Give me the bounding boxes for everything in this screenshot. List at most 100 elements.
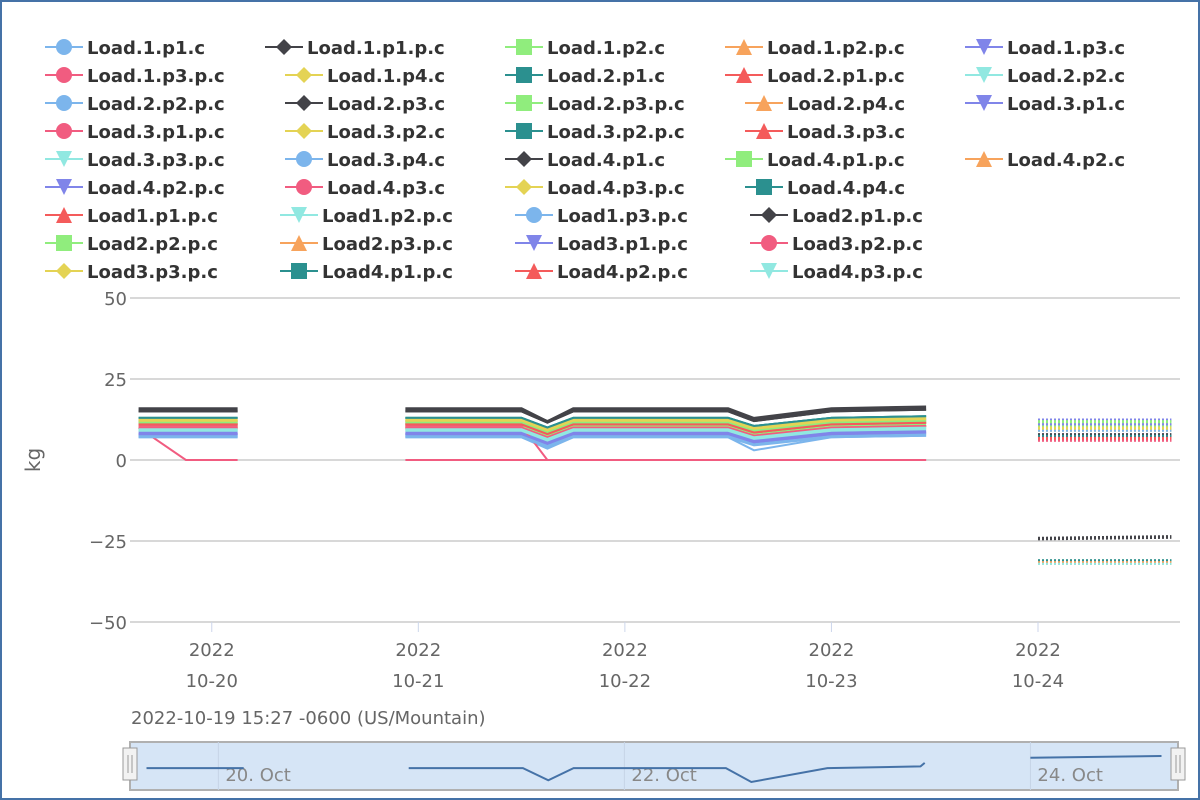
series-line	[138, 425, 927, 461]
legend-square-marker-icon	[56, 235, 72, 251]
legend-label: Load.4.p1.c	[547, 150, 665, 171]
series-Load3.p3.p.c	[138, 416, 1172, 431]
legend-item[interactable]: Load.4.p3.p.c	[505, 178, 685, 199]
legend-triangle-marker-icon	[736, 67, 752, 83]
legend-item[interactable]: Load1.p2.p.c	[280, 206, 453, 227]
legend-item[interactable]: Load.2.p3.c	[285, 94, 445, 115]
legend-diamond-marker-icon	[516, 151, 532, 167]
legend-item[interactable]: Load.2.p4.c	[745, 94, 905, 115]
legend-label: Load.4.p1.p.c	[767, 150, 905, 171]
x-axis: 2022 10-20 2022 10-21 2022 10-22 2022 10-23 2022…	[186, 622, 1064, 692]
x-tick-label-date: 10-23	[805, 671, 857, 692]
legend-label: Load.3.p4.c	[327, 150, 445, 171]
legend-item[interactable]: Load2.p1.p.c	[750, 206, 923, 227]
legend-square-marker-icon	[516, 95, 532, 111]
navigator-label: 24. Oct	[1037, 765, 1102, 786]
legend-item[interactable]: Load.4.p1.c	[505, 150, 665, 171]
legend-item[interactable]: Load.3.p3.c	[745, 122, 905, 143]
legend-item[interactable]: Load3.p3.p.c	[45, 262, 218, 283]
legend-item[interactable]: Load.3.p2.c	[285, 122, 445, 143]
legend-item[interactable]: Load.4.p2.c	[965, 150, 1125, 171]
x-tick-label-year: 2022	[395, 640, 441, 661]
legend-item[interactable]: Load4.p2.p.c	[515, 262, 688, 283]
legend-item[interactable]: Load.4.p2.p.c	[45, 178, 225, 199]
legend-label: Load.4.p2.c	[1007, 150, 1125, 171]
legend-item[interactable]: Load4.p3.p.c	[750, 262, 923, 283]
legend-item[interactable]: Load2.p3.p.c	[280, 234, 453, 255]
legend-item[interactable]: Load.1.p1.c	[45, 38, 205, 59]
legend-label: Load.4.p3.c	[327, 178, 445, 199]
legend-item[interactable]: Load.1.p3.p.c	[45, 66, 225, 87]
legend-label: Load.4.p4.c	[787, 178, 905, 199]
series-Load.3.p1.p.c	[138, 425, 1172, 461]
legend-circle-marker-icon	[296, 179, 312, 195]
series-line	[138, 428, 927, 442]
series-Load.1.p1.p.c	[138, 405, 1172, 539]
series-Load.4.p2.c	[138, 425, 1172, 565]
legend-triangle-down-marker-icon	[761, 263, 777, 279]
legend-item[interactable]: Load.3.p2.p.c	[505, 122, 685, 143]
legend-diamond-marker-icon	[761, 207, 777, 223]
series-Load2.p1.p.c	[138, 408, 1172, 437]
legend-label: Load.3.p2.p.c	[547, 122, 685, 143]
legend-item[interactable]: Load.1.p1.p.c	[265, 38, 445, 59]
navigator[interactable]: 20. Oct 22. Oct 24. Oct	[122, 741, 1186, 791]
legend-item[interactable]: Load.3.p3.p.c	[45, 150, 225, 171]
series-line	[138, 415, 927, 429]
legend-item[interactable]: Load.2.p1.p.c	[725, 66, 905, 87]
legend-item[interactable]: Load.1.p3.c	[965, 38, 1125, 59]
legend-item[interactable]: Load.4.p4.c	[745, 178, 905, 199]
legend-item[interactable]: Load.2.p1.c	[505, 66, 665, 87]
legend-triangle-marker-icon	[736, 39, 752, 55]
x-tick-label-date: 10-21	[392, 671, 444, 692]
legend-item[interactable]: Load.2.p2.p.c	[45, 94, 225, 115]
legend-item[interactable]: Load.1.p2.p.c	[725, 38, 905, 59]
legend-item[interactable]: Load3.p2.p.c	[750, 234, 923, 255]
legend-label: Load.3.p1.c	[1007, 94, 1125, 115]
legend-diamond-marker-icon	[296, 123, 312, 139]
legend-item[interactable]: Load2.p2.p.c	[45, 234, 218, 255]
series-line	[138, 408, 927, 424]
legend-item[interactable]: Load.3.p4.c	[285, 150, 445, 171]
legend-triangle-down-marker-icon	[976, 39, 992, 55]
series-Load1.p3.p.c	[138, 429, 1172, 449]
legend-triangle-down-marker-icon	[291, 207, 307, 223]
series-Load1.p2.p.c	[138, 428, 1172, 565]
legend-circle-marker-icon	[56, 67, 72, 83]
legend-label: Load.3.p3.c	[787, 122, 905, 143]
navigator-right-handle[interactable]	[1170, 747, 1186, 781]
legend-item[interactable]: Load.1.p4.c	[285, 66, 445, 87]
legend-item[interactable]: Load.4.p1.p.c	[725, 150, 905, 171]
navigator-series-line	[146, 755, 1162, 784]
legend-label: Load.1.p4.c	[327, 66, 445, 87]
legend-item[interactable]: Load1.p3.p.c	[515, 206, 688, 227]
series-line	[138, 429, 927, 444]
legend-label: Load.4.p2.p.c	[87, 178, 225, 199]
legend-item[interactable]: Load.3.p1.c	[965, 94, 1125, 115]
legend-square-marker-icon	[291, 263, 307, 279]
legend-item[interactable]: Load.4.p3.c	[285, 178, 445, 199]
y-tick-label: 50	[104, 289, 127, 310]
legend-diamond-marker-icon	[296, 95, 312, 111]
legend-item[interactable]: Load1.p1.p.c	[45, 206, 218, 227]
legend-label: Load2.p3.p.c	[322, 234, 453, 255]
legend-item[interactable]: Load3.p1.p.c	[515, 234, 688, 255]
legend-label: Load.1.p3.c	[1007, 38, 1125, 59]
legend-item[interactable]: Load.2.p3.p.c	[505, 94, 685, 115]
legend-label: Load.1.p3.p.c	[87, 66, 225, 87]
legend-item[interactable]: Load4.p1.p.c	[280, 262, 453, 283]
legend-label: Load.4.p3.p.c	[547, 178, 685, 199]
legend-square-marker-icon	[516, 39, 532, 55]
series-Load4.p3.p.c	[138, 426, 1172, 565]
navigator-left-handle[interactable]	[122, 747, 138, 781]
legend-label: Load.2.p1.p.c	[767, 66, 905, 87]
series-line	[138, 405, 927, 423]
legend-label: Load4.p2.p.c	[557, 262, 688, 283]
series-line	[138, 434, 927, 449]
series-line	[138, 420, 927, 434]
series-Load4.p1.p.c	[138, 415, 1172, 437]
legend-item[interactable]: Load.1.p2.c	[505, 38, 665, 59]
legend-item[interactable]: Load.3.p1.p.c	[45, 122, 225, 143]
series-line	[138, 433, 927, 447]
legend-item[interactable]: Load.2.p2.c	[965, 66, 1125, 87]
